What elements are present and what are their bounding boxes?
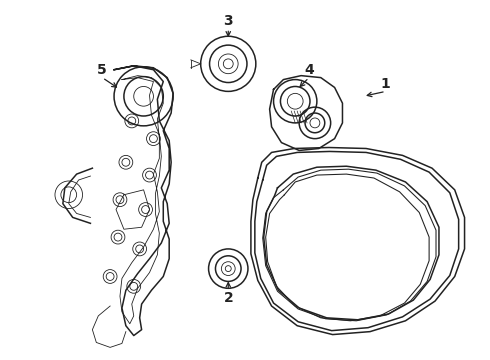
Text: 3: 3: [223, 14, 233, 27]
Text: 2: 2: [223, 291, 233, 305]
Text: 4: 4: [304, 63, 314, 77]
Text: 5: 5: [98, 63, 107, 77]
Text: 1: 1: [381, 77, 391, 90]
